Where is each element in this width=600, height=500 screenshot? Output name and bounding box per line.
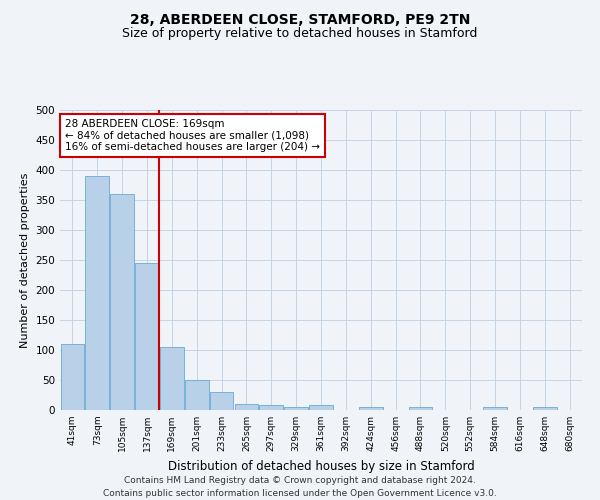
Bar (85, 176, 109, 410)
Bar (533, 407, 557, 410)
Bar (483, 407, 507, 410)
Y-axis label: Number of detached properties: Number of detached properties (20, 172, 30, 348)
Text: Contains HM Land Registry data © Crown copyright and database right 2024.
Contai: Contains HM Land Registry data © Crown c… (103, 476, 497, 498)
Bar (110, 194, 134, 410)
Bar (135, 263, 159, 410)
Bar (284, 407, 308, 410)
Text: 28, ABERDEEN CLOSE, STAMFORD, PE9 2TN: 28, ABERDEEN CLOSE, STAMFORD, PE9 2TN (130, 12, 470, 26)
Bar (210, 392, 233, 410)
Bar (235, 404, 258, 410)
Bar (409, 407, 432, 410)
Bar (185, 380, 209, 410)
Bar (359, 407, 383, 410)
Text: 28 ABERDEEN CLOSE: 169sqm
← 84% of detached houses are smaller (1,098)
16% of se: 28 ABERDEEN CLOSE: 169sqm ← 84% of detac… (65, 119, 320, 152)
Bar (160, 347, 184, 410)
Text: Size of property relative to detached houses in Stamford: Size of property relative to detached ho… (122, 28, 478, 40)
Bar (309, 405, 333, 410)
Bar (259, 405, 283, 410)
X-axis label: Distribution of detached houses by size in Stamford: Distribution of detached houses by size … (167, 460, 475, 472)
Bar (61, 344, 84, 410)
